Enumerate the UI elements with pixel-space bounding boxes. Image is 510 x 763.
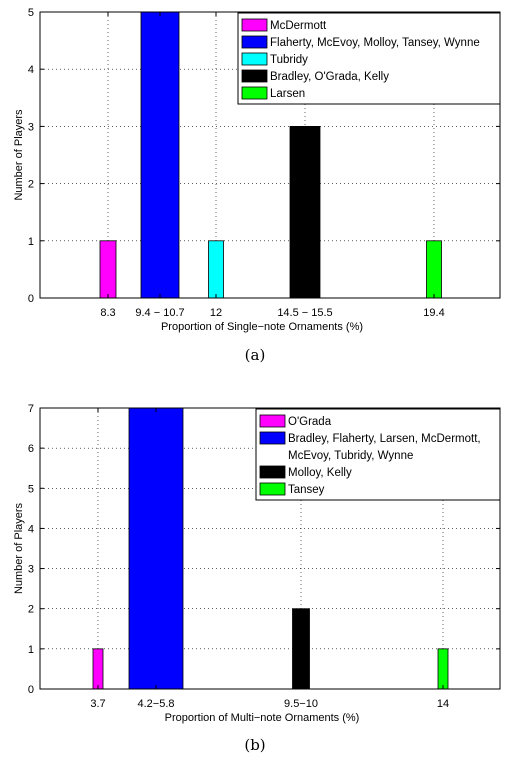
y-tick-label: 3 [28, 121, 34, 133]
y-tick-label: 6 [28, 443, 34, 455]
bar [289, 126, 321, 299]
legend-entry: Flaherty, McEvoy, Molloy, Tansey, Wynne [270, 37, 480, 49]
y-tick-label: 5 [28, 483, 34, 495]
bar [426, 240, 442, 299]
y-tick-label: 0 [28, 293, 34, 305]
bar [140, 11, 180, 299]
bar [128, 407, 184, 690]
figure-caption: (b) [244, 736, 265, 754]
x-tick-label: 8.3 [100, 307, 115, 319]
legend-entry: Molloy, Kelly [288, 467, 352, 479]
bar [92, 648, 104, 690]
y-tick-label: 7 [28, 403, 34, 415]
legend-box [255, 408, 501, 501]
y-tick-label: 5 [28, 7, 34, 19]
y-tick-label: 1 [28, 644, 34, 656]
legend-swatch [241, 69, 268, 83]
bar [292, 608, 310, 690]
legend-entry: Bradley, Flaherty, Larsen, McDermott, McE… [288, 433, 481, 462]
bar [208, 240, 224, 299]
legend-swatch [259, 431, 286, 445]
legend-swatch [259, 482, 286, 496]
legend-swatch [241, 52, 268, 66]
bar [99, 240, 117, 299]
legend-swatch [259, 465, 286, 479]
x-tick-label: 9.5−10 [284, 698, 318, 710]
x-tick-label: 4.2−5.8 [137, 698, 174, 710]
y-tick-label: 3 [28, 564, 34, 576]
legend-swatch [241, 18, 268, 32]
legend: O'Grada Bradley, Flaherty, Larsen, McDerm… [255, 408, 501, 501]
y-axis-label: Number of Players [13, 502, 25, 594]
axes-box [39, 407, 501, 690]
y-tick-label: 1 [28, 236, 34, 248]
y-tick-label: 2 [28, 179, 34, 191]
y-axis-label: Number of Players [13, 109, 25, 201]
x-axis-label: Proportion of Single−note Ornaments (%) [161, 321, 363, 333]
legend-entry: O'Grada [288, 416, 332, 428]
x-tick-label: 19.4 [423, 307, 444, 319]
legend-entry: Tubridy [270, 54, 308, 66]
x-axis-label: Proportion of Multi−note Ornaments (%) [165, 712, 360, 724]
x-tick-label: 9.4 − 10.7 [135, 307, 184, 319]
legend-entry: McDermott [270, 20, 327, 32]
y-tick-label: 4 [28, 64, 34, 76]
figure-caption: (a) [245, 346, 266, 364]
x-tick-label: 3.7 [90, 698, 105, 710]
y-tick-label: 2 [28, 604, 34, 616]
bar [437, 648, 449, 690]
chart-panel-b: 0 1 2 3 4 5 6 7 3.7 4.2−5.8 9.5−10 14 Proportion of … [13, 403, 501, 754]
legend-entry: Larsen [270, 88, 305, 100]
x-tick-label: 14 [437, 698, 449, 710]
x-tick-label: 14.5 − 15.5 [277, 307, 332, 319]
axes-box [39, 11, 501, 299]
legend-entry: Tansey [288, 484, 325, 496]
y-tick-label: 4 [28, 523, 34, 535]
y-tick-label: 0 [28, 684, 34, 696]
legend: McDermott Flaherty, McEvoy, Molloy, Tanse… [237, 12, 501, 105]
legend-swatch [259, 414, 286, 428]
legend-swatch [241, 86, 268, 100]
legend-entry: Bradley, O'Grada, Kelly [270, 71, 389, 83]
x-tick-label: 12 [210, 307, 222, 319]
legend-swatch [241, 35, 268, 49]
legend-box [237, 12, 501, 105]
